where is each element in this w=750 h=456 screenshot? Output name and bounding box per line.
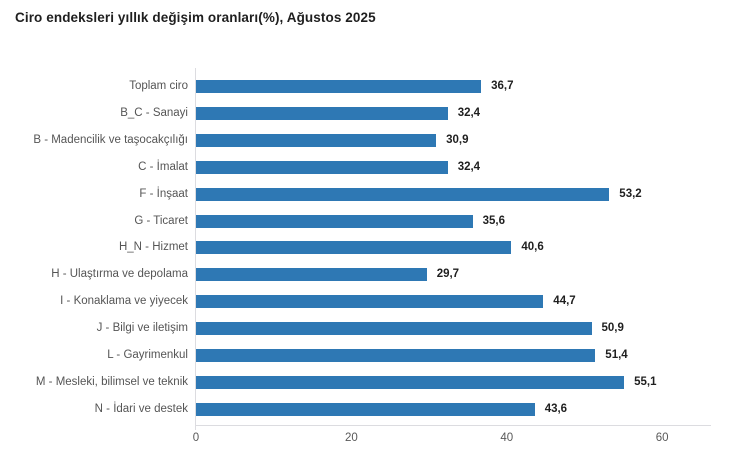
category-label: G - Ticaret	[134, 214, 188, 227]
x-tick-label: 0	[192, 432, 200, 444]
category-label: F - İnşaat	[139, 187, 188, 200]
value-label: 53,2	[619, 187, 642, 200]
category-label: H - Ulaştırma ve depolama	[51, 268, 188, 281]
category-label: H_N - Hizmet	[118, 241, 188, 254]
category-label: I - Konaklama ve yiyecek	[60, 295, 188, 308]
category-label: M - Mesleki, bilimsel ve teknik	[35, 375, 188, 388]
bar	[196, 214, 473, 228]
chart-title: Ciro endeksleri yıllık değişim oranları(…	[15, 10, 376, 25]
category-label: B_C - Sanayi	[120, 106, 188, 119]
category-label: J - Bilgi ve iletişim	[96, 322, 188, 335]
x-tick-label: 40	[500, 432, 514, 444]
bar	[196, 295, 544, 309]
value-label: 40,6	[521, 241, 544, 254]
value-label: 32,4	[457, 160, 481, 173]
value-label: 36,7	[491, 80, 514, 92]
bar	[196, 268, 427, 282]
value-label: 55,1	[634, 375, 657, 388]
bar	[196, 187, 610, 201]
value-label: 32,4	[457, 106, 481, 119]
bar	[196, 160, 448, 174]
bar	[196, 106, 448, 120]
category-label: Toplam ciro	[129, 80, 188, 92]
bar	[196, 80, 482, 93]
bar	[196, 322, 592, 336]
bar	[196, 375, 625, 389]
category-label: B - Madencilik ve taşocakçılığı	[33, 133, 188, 146]
value-label: 51,4	[605, 349, 628, 361]
value-label: 44,7	[553, 295, 576, 308]
value-label: 29,7	[436, 268, 460, 281]
y-axis-line	[195, 68, 196, 430]
category-label: N - İdari ve destek	[94, 402, 188, 415]
x-tick-label: 20	[344, 432, 358, 444]
value-label: 43,6	[544, 402, 568, 415]
x-axis-line	[195, 425, 711, 426]
bar	[196, 402, 535, 416]
bar	[196, 133, 437, 147]
category-label: C - İmalat	[138, 160, 188, 173]
value-label: 50,9	[601, 322, 624, 335]
value-label: 30,9	[446, 133, 469, 146]
value-label: 35,6	[482, 214, 505, 227]
bar	[196, 241, 512, 255]
x-tick-label: 60	[655, 432, 669, 444]
category-label: L - Gayrimenkul	[107, 349, 188, 361]
bar	[196, 349, 596, 362]
